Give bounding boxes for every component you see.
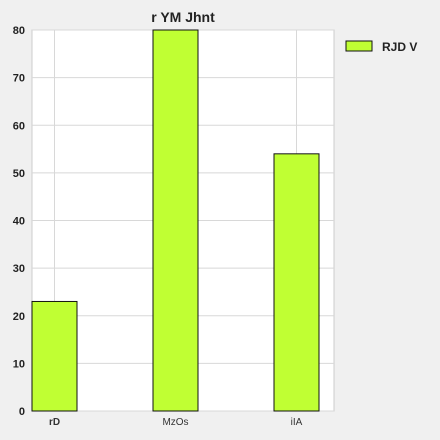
y-tick-label: 70 <box>13 73 25 85</box>
x-tick-label: iIA <box>291 417 303 428</box>
y-tick-label: 30 <box>13 263 25 275</box>
bar <box>273 153 320 412</box>
legend-label: RJD V <box>382 40 417 54</box>
x-tick-label: MzOs <box>162 417 188 428</box>
bar <box>31 300 78 412</box>
legend-swatch <box>345 40 373 52</box>
y-tick-label: 60 <box>13 120 25 132</box>
bars <box>31 29 320 412</box>
x-axis-ticks: rD MzOs iIA <box>49 417 303 428</box>
y-tick-label: 50 <box>13 168 25 180</box>
y-tick-label: 20 <box>13 311 25 323</box>
y-tick-label: 80 <box>13 25 25 37</box>
bar <box>152 29 199 412</box>
x-tick-label: rD <box>49 417 60 428</box>
y-tick-label: 10 <box>13 358 25 370</box>
chart-title: r YM Jhnt <box>151 9 215 25</box>
y-tick-label: 40 <box>13 216 25 228</box>
y-axis-ticks: 0 10 20 30 40 50 60 70 80 <box>13 25 25 418</box>
y-tick-label: 0 <box>19 406 25 418</box>
legend: RJD V <box>345 40 417 54</box>
